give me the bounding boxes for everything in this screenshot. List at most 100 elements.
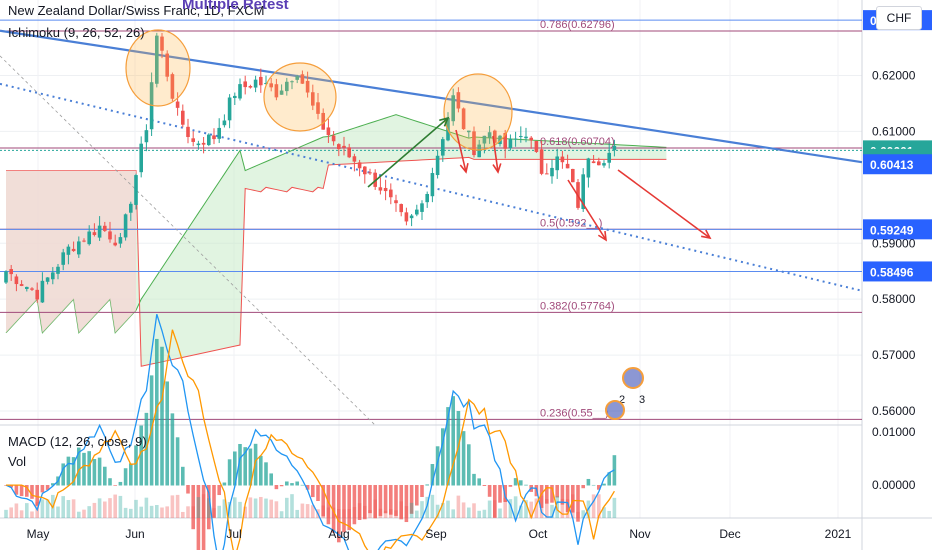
macd-histogram-bar [186, 485, 190, 494]
macd-histogram-bar [404, 485, 409, 523]
volume-bar [451, 509, 455, 518]
kumo-bear-region [6, 170, 136, 333]
volume-bar [290, 494, 294, 518]
volume-bar [123, 507, 128, 518]
macd-label[interactable]: MACD (12, 26, close, 9) [8, 434, 147, 449]
macd-histogram-bar [477, 478, 481, 486]
macd-histogram-bar [560, 485, 565, 505]
volume-bar [420, 501, 424, 518]
macd-histogram-bar [347, 485, 351, 531]
volume-bar [175, 494, 180, 518]
candle-body [51, 272, 55, 280]
volume-bar [61, 496, 65, 518]
macd-histogram-bar [357, 485, 362, 520]
volume-bar [87, 506, 91, 518]
price-badge-label: 0.58496 [870, 265, 914, 279]
candle-body [331, 135, 336, 142]
candle-body [409, 215, 414, 219]
macd-histogram-bar [607, 472, 611, 486]
volume-bar [311, 505, 315, 518]
candle-body [9, 269, 13, 275]
macd-histogram-bar [441, 428, 445, 486]
macd-histogram-bar [519, 480, 523, 486]
candle-body [461, 108, 466, 130]
volume-bar [493, 500, 497, 518]
candle-body [612, 145, 617, 151]
macd-histogram-bar [373, 485, 377, 519]
candle-body [25, 286, 29, 289]
price-badge-label: 0.60413 [870, 158, 914, 172]
candle-body [191, 138, 195, 142]
candle-body [207, 134, 211, 146]
candle-body [285, 81, 289, 92]
candle-body [550, 167, 554, 177]
fib-level-label: 0.618(0.60704) [540, 136, 615, 148]
candle-body [14, 276, 19, 285]
macd-histogram-bar [66, 456, 71, 486]
currency-button[interactable]: CHF [876, 6, 922, 30]
macd-histogram-bar [415, 485, 419, 506]
macd-histogram-bar [259, 455, 263, 486]
candle-body [170, 74, 175, 99]
red-down-arrow-head [597, 230, 607, 242]
candle-body [87, 231, 91, 245]
volume-bar [196, 497, 201, 518]
volume-bar [201, 494, 206, 518]
candle-body [175, 101, 180, 108]
price-badge [863, 261, 932, 282]
candle-body [519, 136, 523, 138]
time-axis-label: May [27, 527, 50, 541]
macd-histogram-bar [576, 485, 580, 522]
volume-bar [404, 506, 409, 518]
macd-histogram-bar [565, 485, 570, 512]
candle-body [201, 142, 206, 145]
volume-bar [461, 502, 466, 518]
candle-body [529, 137, 533, 141]
volume-bar [155, 505, 159, 518]
macd-histogram-bar [602, 483, 606, 486]
macd-histogram-bar [352, 485, 357, 525]
macd-histogram-bar [139, 425, 143, 486]
candle-body [295, 76, 299, 80]
candle-body [357, 162, 362, 169]
dashed-guide-line [0, 55, 376, 426]
candle-body [399, 204, 403, 213]
macd-histogram-bar [274, 485, 279, 490]
volume-bar [337, 509, 341, 518]
macd-histogram-bar [118, 481, 123, 486]
volume-bar [300, 503, 305, 518]
volume-bar [9, 507, 13, 518]
macd-histogram-bar [305, 485, 310, 490]
volume-bar [45, 499, 50, 518]
volume-bar [97, 498, 102, 518]
candle-body [56, 266, 60, 274]
macd-histogram-bar [399, 485, 403, 520]
volume-bar [279, 511, 284, 518]
volume-bar [482, 509, 487, 518]
vol-label[interactable]: Vol [8, 454, 27, 469]
candle-body [4, 271, 8, 283]
macd-histogram-bar [103, 466, 107, 486]
candle-body [300, 74, 305, 84]
candle-body [581, 174, 585, 210]
volume-bar [295, 509, 299, 518]
candle-body [451, 95, 455, 122]
macd-histogram-bar [435, 446, 440, 486]
macd-histogram-bar [326, 485, 331, 525]
symbol-title: New Zealand Dollar/Swiss Franc, 1D, FXCM [8, 3, 265, 18]
price-tick-label: 0.57000 [872, 348, 916, 362]
macd-histogram-bar [233, 451, 237, 486]
volume-bar [612, 497, 617, 518]
volume-bar [513, 496, 518, 518]
candle-body [45, 277, 50, 282]
macd-tick-label: 0.01000 [872, 425, 916, 439]
macd-histogram-bar [300, 484, 305, 486]
volume-bar [550, 504, 554, 518]
macd-histogram-bar [571, 485, 575, 513]
volume-bar [524, 500, 528, 518]
candle-body [352, 156, 357, 162]
candle-body [602, 163, 606, 166]
price-tick-label: 0.59000 [872, 236, 916, 250]
ichimoku-label[interactable]: Ichimoku (9, 26, 52, 26) [8, 25, 145, 40]
